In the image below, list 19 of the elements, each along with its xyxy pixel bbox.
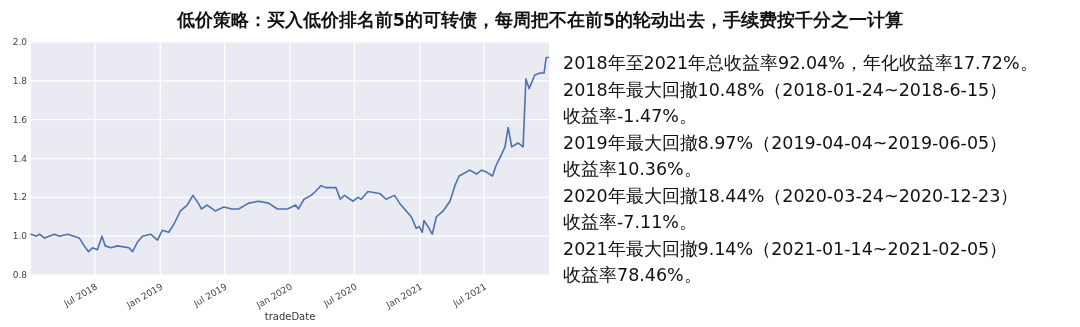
y-tick-label: 1.6 bbox=[12, 114, 28, 125]
line-series bbox=[30, 56, 550, 253]
text: 2018年最大回撤10.48%（2018-01-24~2018-6-15） bbox=[563, 79, 1008, 100]
y-tick-label: 0.8 bbox=[12, 270, 28, 281]
text: 2021年最大回撤9.14%（2021-01-14~2021-02-05） bbox=[563, 238, 1008, 259]
text: 2018年至2021年总收益率92.04%，年化收益率17.72%。 bbox=[563, 53, 1038, 74]
text: 2020年最大回撤18.44%（2020-03-24~2020-12-23） bbox=[563, 185, 1019, 206]
text: 收益率-1.47%。 bbox=[563, 106, 697, 127]
chart-title: 低价策略：买入低价排名前5的可转债，每周把不在前5的轮动出去，手续费按千分之一计算 bbox=[175, 10, 904, 30]
y-tick-label: 1.4 bbox=[12, 153, 28, 164]
text: 收益率10.36%。 bbox=[563, 159, 702, 180]
y-tick-label: 1.0 bbox=[12, 231, 28, 242]
y-tick-label: 1.8 bbox=[12, 75, 28, 86]
text: 2019年最大回撤8.97%（2019-04-04~2019-06-05） bbox=[563, 132, 1008, 153]
x-axis-title: tradeDate bbox=[264, 311, 316, 322]
text: 收益率-7.11%。 bbox=[563, 212, 697, 233]
text: 收益率78.46%。 bbox=[563, 265, 702, 286]
y-tick-label: 2.0 bbox=[12, 37, 28, 48]
y-tick-label: 1.2 bbox=[12, 192, 27, 203]
